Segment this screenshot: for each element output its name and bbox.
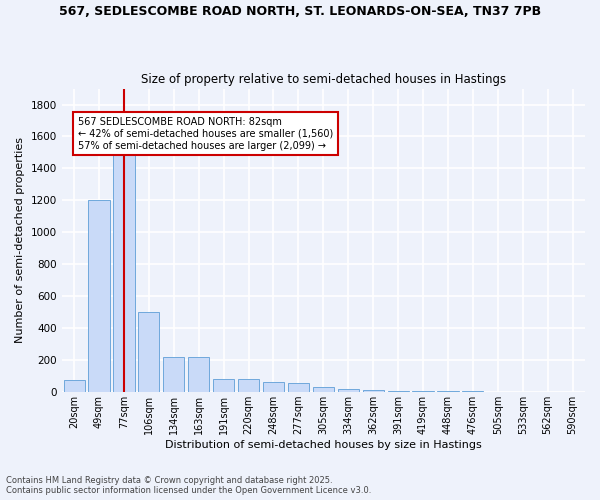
Bar [388, 390, 409, 392]
Bar [263, 382, 284, 392]
Bar [188, 357, 209, 392]
Bar [362, 390, 384, 392]
Bar [313, 388, 334, 392]
Bar [64, 380, 85, 392]
Bar [238, 380, 259, 392]
Y-axis label: Number of semi-detached properties: Number of semi-detached properties [15, 138, 25, 344]
Text: 567, SEDLESCOMBE ROAD NORTH, ST. LEONARDS-ON-SEA, TN37 7PB: 567, SEDLESCOMBE ROAD NORTH, ST. LEONARD… [59, 5, 541, 18]
Bar [113, 151, 134, 392]
Bar [88, 200, 110, 392]
Bar [213, 378, 234, 392]
Bar [338, 389, 359, 392]
Bar [138, 312, 160, 392]
X-axis label: Distribution of semi-detached houses by size in Hastings: Distribution of semi-detached houses by … [165, 440, 482, 450]
Text: 567 SEDLESCOMBE ROAD NORTH: 82sqm
← 42% of semi-detached houses are smaller (1,5: 567 SEDLESCOMBE ROAD NORTH: 82sqm ← 42% … [78, 118, 333, 150]
Bar [288, 384, 309, 392]
Text: Contains HM Land Registry data © Crown copyright and database right 2025.
Contai: Contains HM Land Registry data © Crown c… [6, 476, 371, 495]
Title: Size of property relative to semi-detached houses in Hastings: Size of property relative to semi-detach… [141, 73, 506, 86]
Bar [163, 357, 184, 392]
Bar [437, 391, 458, 392]
Bar [412, 390, 434, 392]
